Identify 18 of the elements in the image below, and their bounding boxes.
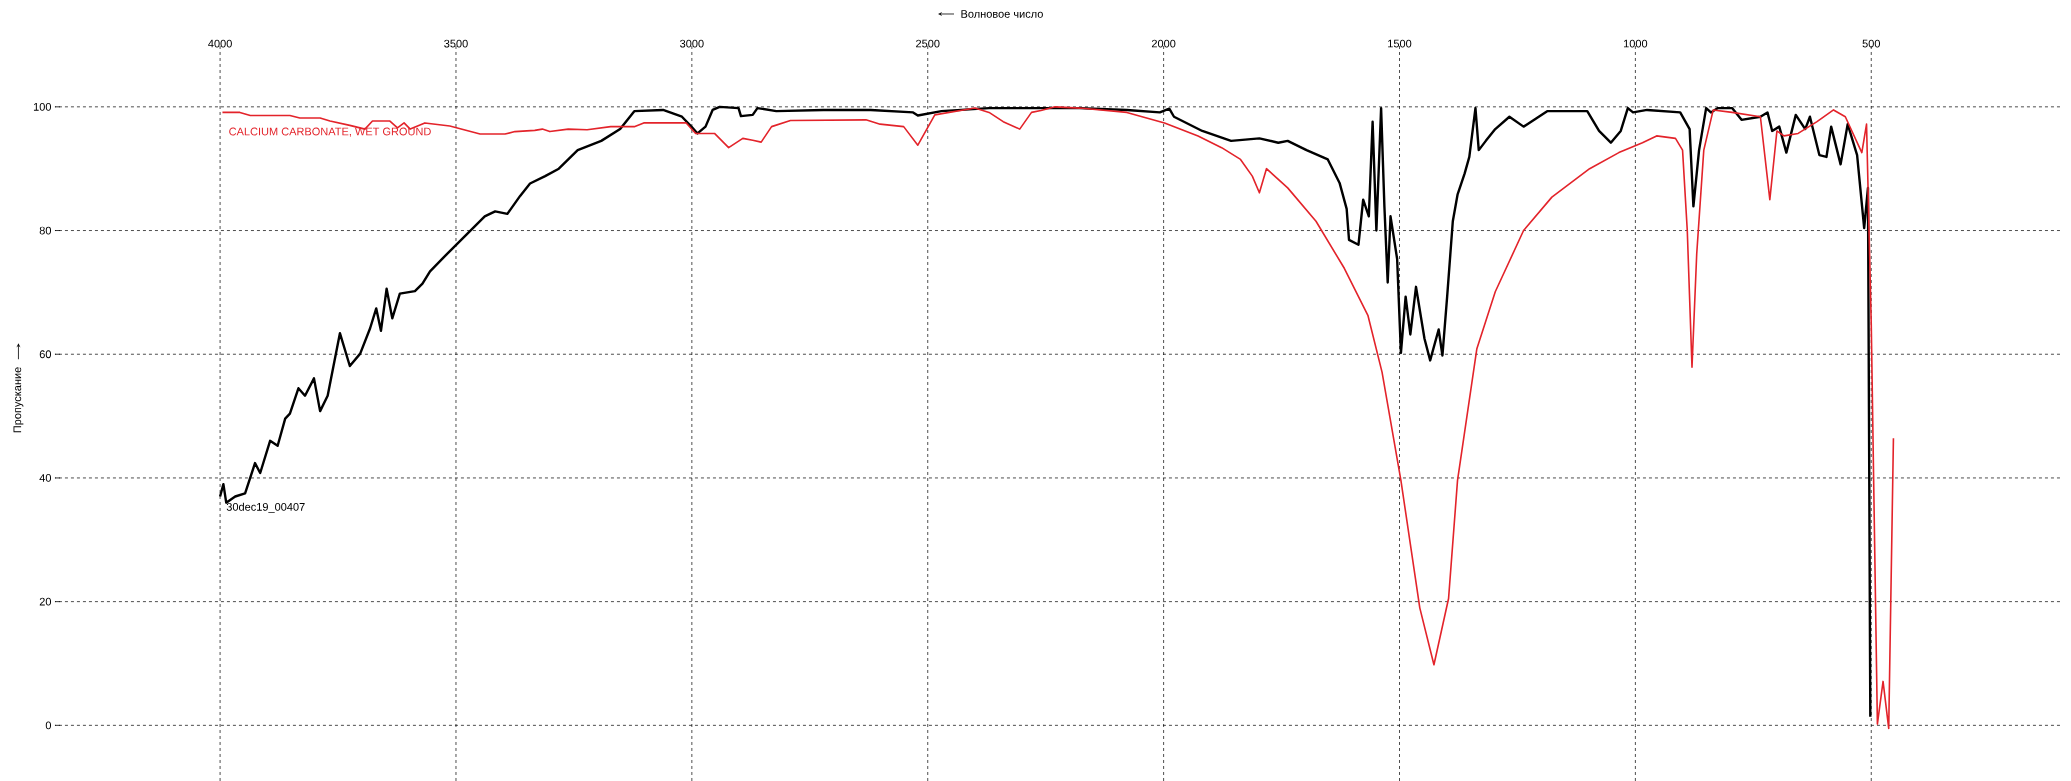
y-tick-label: 80: [39, 226, 52, 235]
series-label: 30dec19_00407: [226, 502, 305, 513]
y-tick-label: 20: [39, 597, 52, 606]
x-tick-label: 2000: [1151, 39, 1176, 48]
y-tick-label: 0: [45, 721, 52, 730]
x-tick-label: 2500: [916, 39, 940, 48]
y-tick-label: 100: [33, 102, 52, 111]
y-tick-label: 40: [39, 474, 52, 482]
x-tick-label: 500: [1862, 39, 1880, 48]
y-tick-label: 60: [39, 350, 52, 359]
x-tick-label: 1500: [1388, 39, 1412, 48]
y-axis-title: Пропускание: [13, 367, 24, 433]
x-tick-label: 3500: [444, 39, 468, 48]
x-tick-label: 4000: [208, 39, 232, 48]
x-tick-label: 3000: [680, 39, 704, 48]
x-axis-title: Волновое число: [961, 10, 1043, 18]
series-label: CALCIUM CARBONATE, WET GROUND: [229, 127, 431, 137]
x-tick-label: 1000: [1623, 39, 1648, 48]
